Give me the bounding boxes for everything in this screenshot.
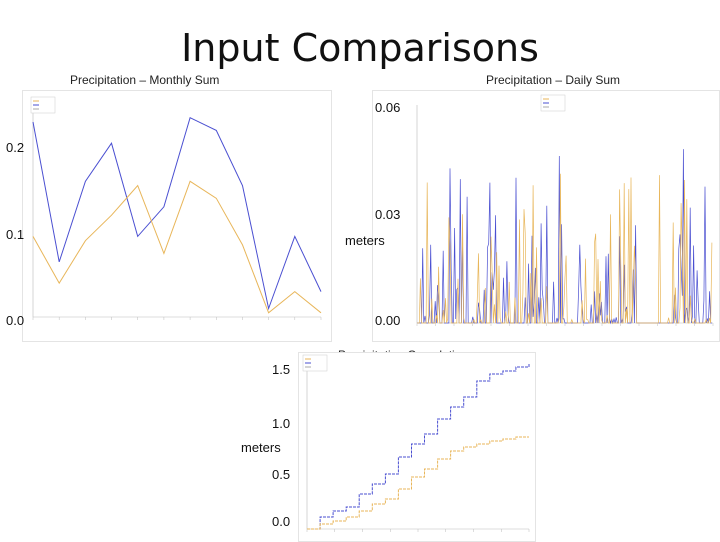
daily-ytick-label: 0.03 [375, 207, 401, 222]
daily-ytick-label: 0.00 [375, 313, 401, 328]
cumulative-ylabel: meters [241, 440, 281, 455]
monthly-sum-plot [30, 96, 322, 320]
daily-series-line [417, 173, 713, 324]
cumulative-ytick-label: 1.0 [272, 416, 291, 431]
cumulative-ytick-label: 0.0 [272, 514, 291, 529]
monthly-chart-title: Precipitation – Monthly Sum [70, 73, 220, 87]
daily-ytick-label: 0.06 [375, 100, 401, 115]
daily-chart-title: Precipitation – Daily Sum [486, 73, 621, 87]
monthly-ytick-label: 0.0 [6, 313, 25, 328]
cumulative-plot [302, 354, 530, 532]
monthly-sum-chart [22, 90, 332, 342]
cumulative-series-line [307, 436, 529, 530]
monthly-series-line [32, 116, 322, 311]
monthly-series-line [32, 180, 322, 314]
slide-title: Input Comparisons [181, 26, 539, 70]
cumulative-ytick-label: 1.5 [272, 362, 291, 377]
daily-sum-plot [416, 94, 714, 326]
monthly-ytick-label: 0.1 [6, 227, 25, 242]
cumulative-chart [298, 352, 536, 542]
monthly-ytick-label: 0.2 [6, 140, 25, 155]
cumulative-series-line [307, 364, 530, 530]
daily-sum-chart [372, 90, 720, 342]
cumulative-ytick-label: 0.5 [272, 467, 291, 482]
daily-ylabel: meters [345, 233, 385, 248]
